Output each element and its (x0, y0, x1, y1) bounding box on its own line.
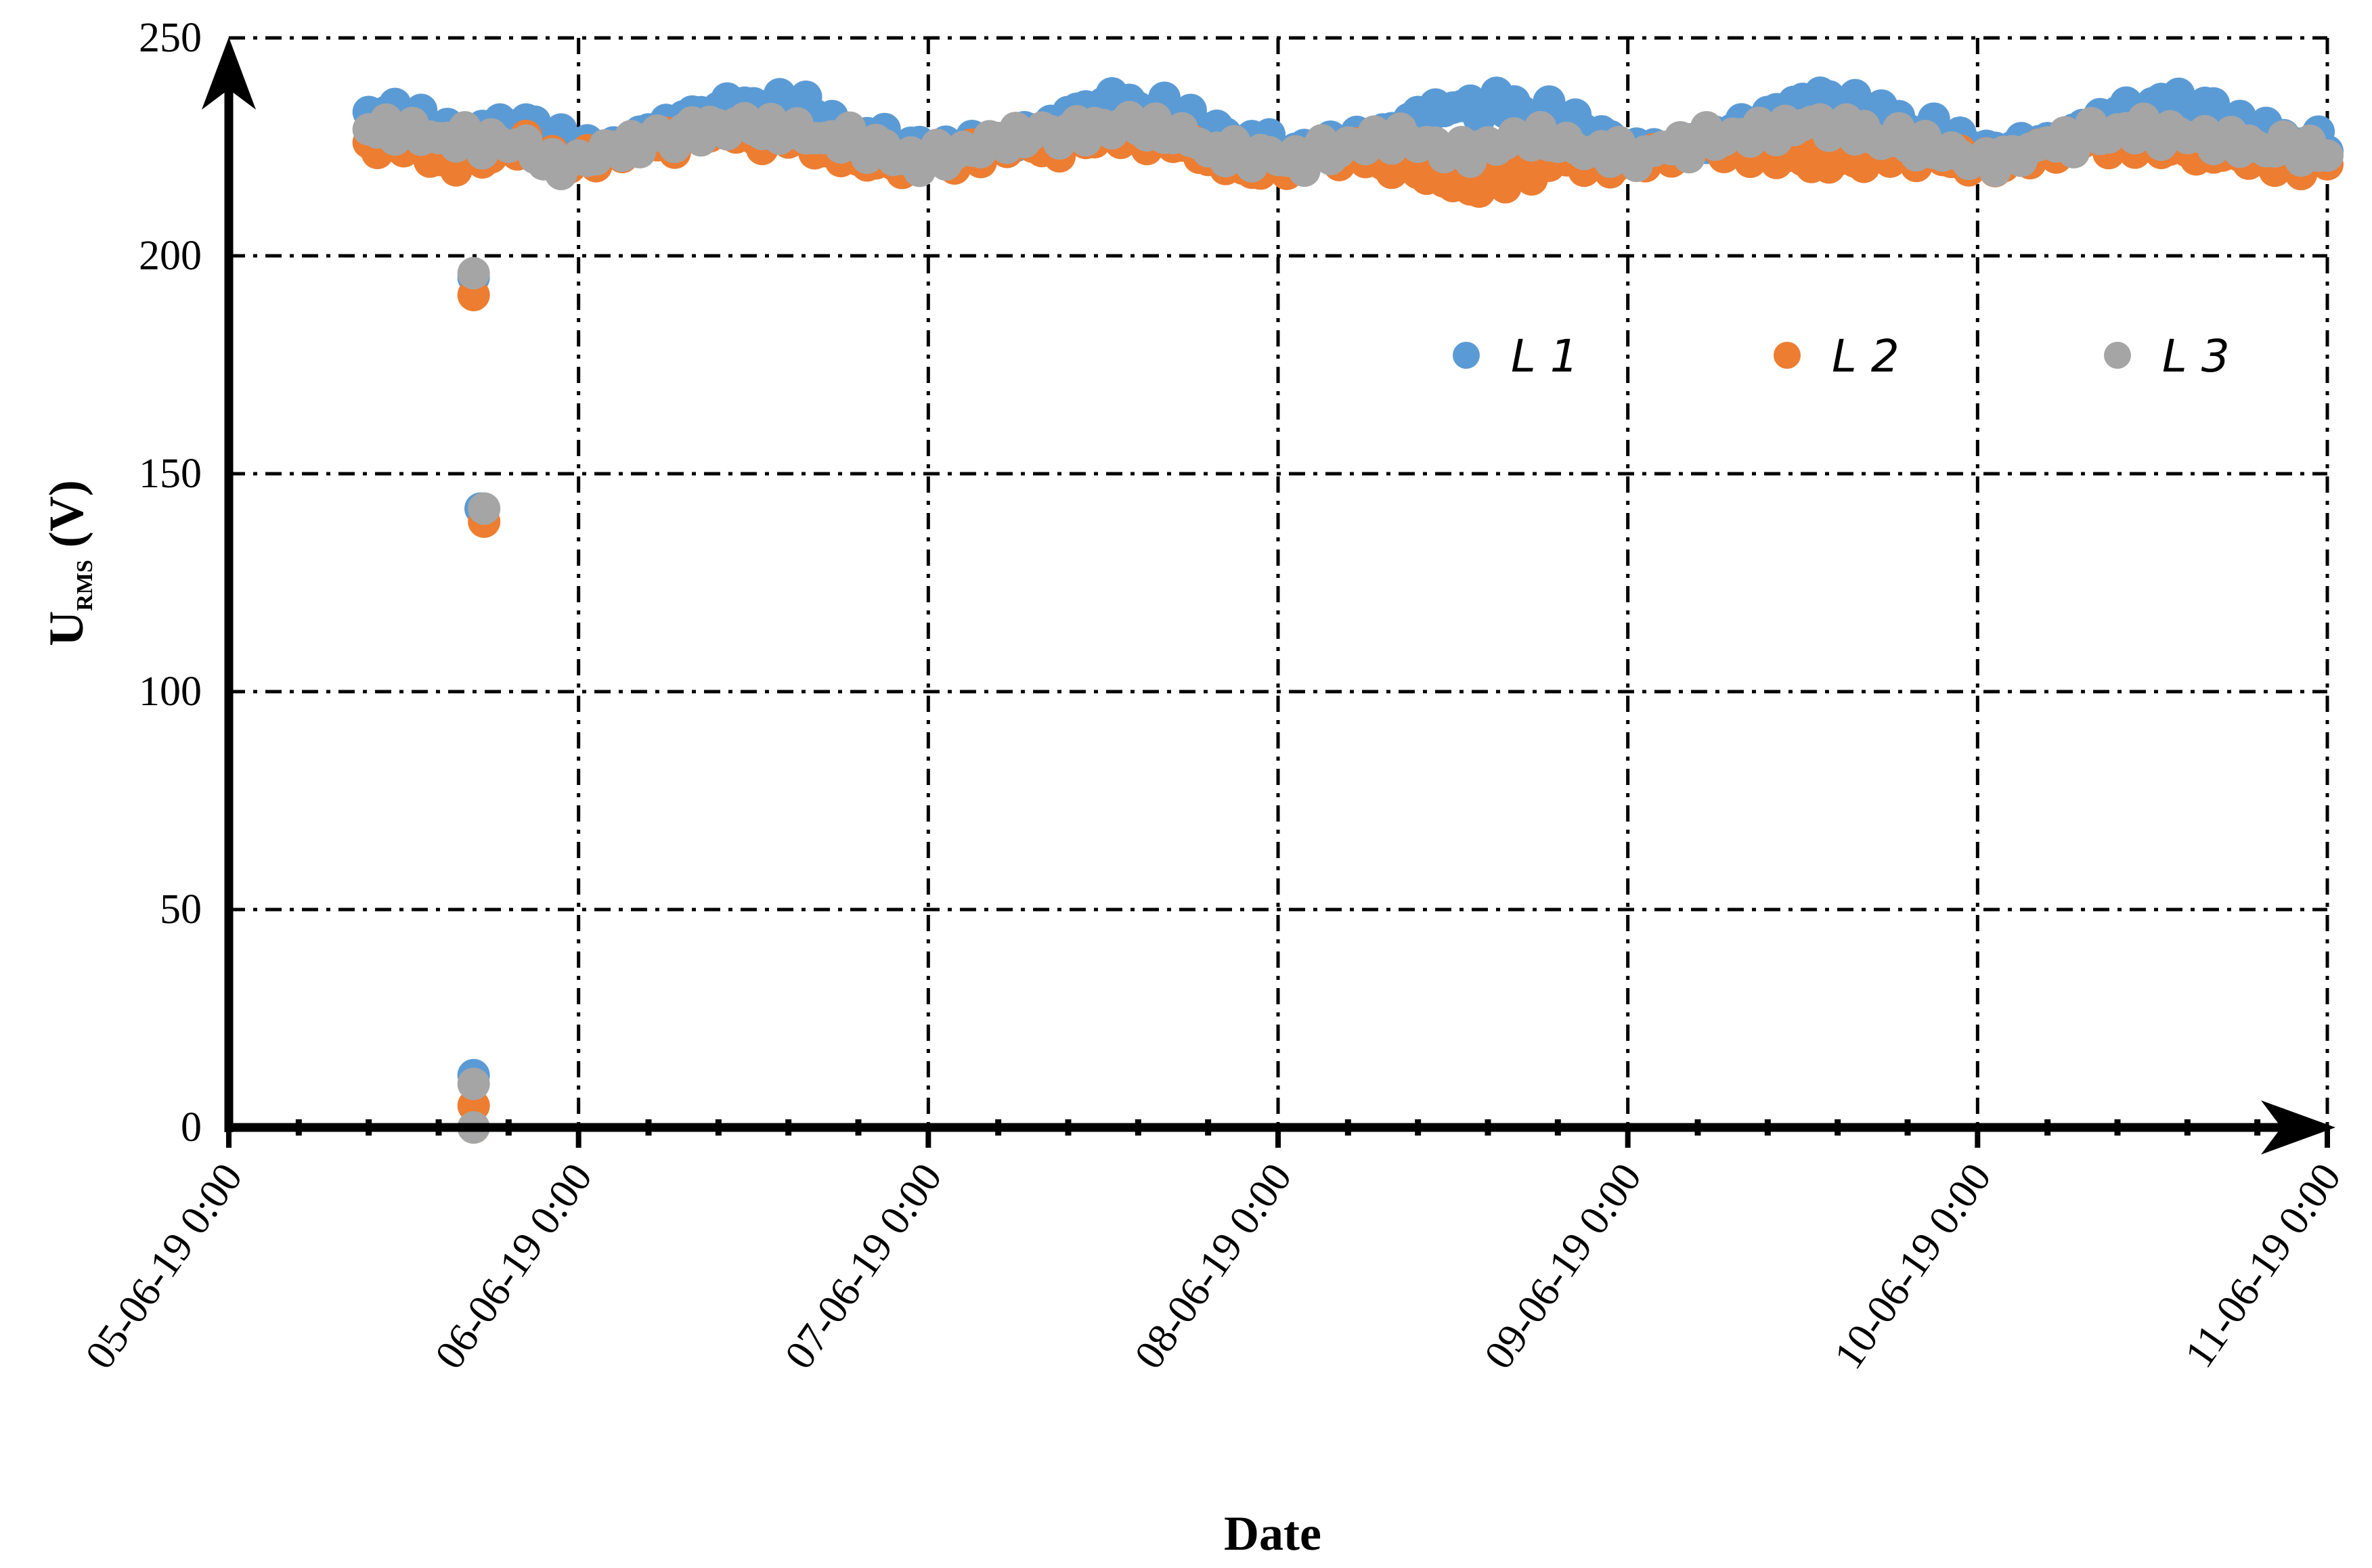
axes (202, 37, 2335, 1155)
y-tick-label-2: 100 (139, 669, 202, 715)
legend-marker-2 (1774, 342, 1801, 369)
point-series3-58 (457, 1067, 490, 1100)
legend-label-1: L 1 (1511, 330, 1579, 382)
data-points (352, 76, 2344, 1144)
x-tick-label-3: 08-06-19 0:00 (1126, 1155, 1300, 1377)
legend: L 1 L 2 L 3 (1453, 330, 2230, 382)
legend-label-3: L 3 (2162, 330, 2230, 382)
x-tick-labels: 05-06-19 0:00 06-06-19 0:00 07-06-19 0:00 0… (76, 1155, 2350, 1377)
y-axis-title: URMS (V) (39, 480, 97, 646)
y-tick-label-1: 50 (160, 887, 202, 933)
y-tick-label-4: 200 (139, 233, 202, 279)
legend-label-2: L 2 (1832, 330, 1899, 382)
x-axis-title: Date (1224, 1506, 1321, 1561)
y-tick-label-3: 150 (139, 451, 202, 497)
legend-marker-3 (2104, 342, 2131, 369)
x-tick-label-1: 06-06-19 0:00 (426, 1155, 601, 1377)
x-tick-label-5: 10-06-19 0:00 (1826, 1155, 2000, 1377)
point-series3-59 (468, 492, 501, 525)
y-axis-title-subscript: RMS (72, 560, 97, 611)
y-axis-arrow-icon (202, 37, 256, 110)
y-axis-title-main: U (39, 611, 93, 646)
x-tick-label-4: 09-06-19 0:00 (1476, 1155, 1650, 1377)
x-tick-label-6: 11-06-19 0:00 (2176, 1155, 2350, 1376)
x-tick-label-0: 05-06-19 0:00 (76, 1155, 251, 1377)
point-series3-57 (457, 256, 490, 290)
x-axis-arrow-icon (2261, 1100, 2335, 1155)
y-axis-title-unit: (V) (39, 480, 93, 560)
grid-lines (229, 36, 2329, 1127)
point-series3-56 (2311, 139, 2344, 172)
y-tick-label-0: 0 (181, 1104, 202, 1150)
x-tick-label-2: 07-06-19 0:00 (776, 1155, 951, 1377)
legend-marker-1 (1453, 342, 1480, 369)
y-tick-label-5: 250 (139, 15, 202, 61)
y-tick-labels: 0 50 100 150 200 250 (139, 15, 202, 1150)
